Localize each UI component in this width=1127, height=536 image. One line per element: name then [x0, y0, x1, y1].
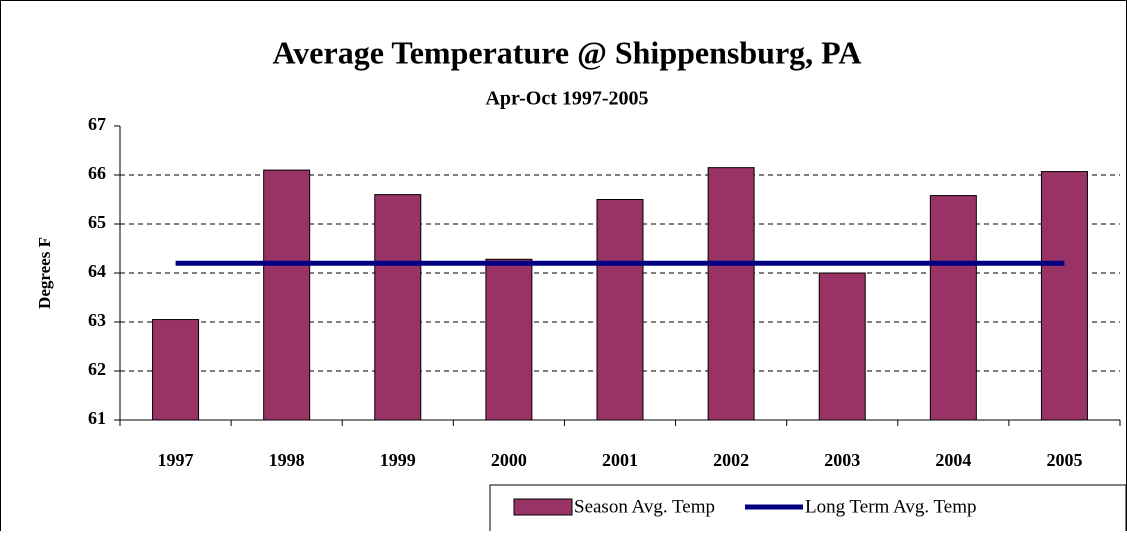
bar	[485, 258, 533, 421]
bar	[263, 169, 311, 421]
legend-box	[489, 484, 1127, 536]
x-tick-label: 2002	[713, 450, 749, 470]
x-tick-label: 2001	[602, 450, 638, 470]
bar	[929, 195, 977, 421]
x-tick-label: 2005	[1046, 450, 1082, 470]
bar	[152, 319, 200, 421]
legend-swatch	[513, 498, 573, 516]
x-tick-label: 1997	[158, 450, 194, 470]
y-tick-label: 67	[88, 114, 106, 134]
y-axis-label: Degrees F	[35, 237, 54, 309]
y-tick-label: 62	[88, 359, 106, 379]
x-tick-label: 1998	[269, 450, 305, 470]
x-tick-label: 2000	[491, 450, 527, 470]
x-tick-label: 2004	[935, 450, 971, 470]
legend-label: Season Avg. Temp	[574, 496, 715, 517]
x-tick-label: 1999	[380, 450, 416, 470]
bar	[818, 272, 866, 421]
chart-subtitle: Apr-Oct 1997-2005	[485, 88, 648, 110]
y-tick-label: 63	[88, 310, 106, 330]
bar	[1040, 171, 1088, 421]
legend-label: Long Term Avg. Temp	[805, 496, 977, 517]
y-tick-label: 61	[88, 408, 106, 428]
bar	[707, 167, 755, 421]
bar	[596, 199, 644, 421]
x-tick-label: 2003	[824, 450, 860, 470]
y-tick-label: 66	[88, 163, 106, 183]
y-tick-label: 64	[88, 261, 106, 281]
chart-title: Average Temperature @ Shippensburg, PA	[273, 34, 862, 70]
y-tick-label: 65	[88, 212, 106, 232]
bar	[374, 194, 422, 421]
